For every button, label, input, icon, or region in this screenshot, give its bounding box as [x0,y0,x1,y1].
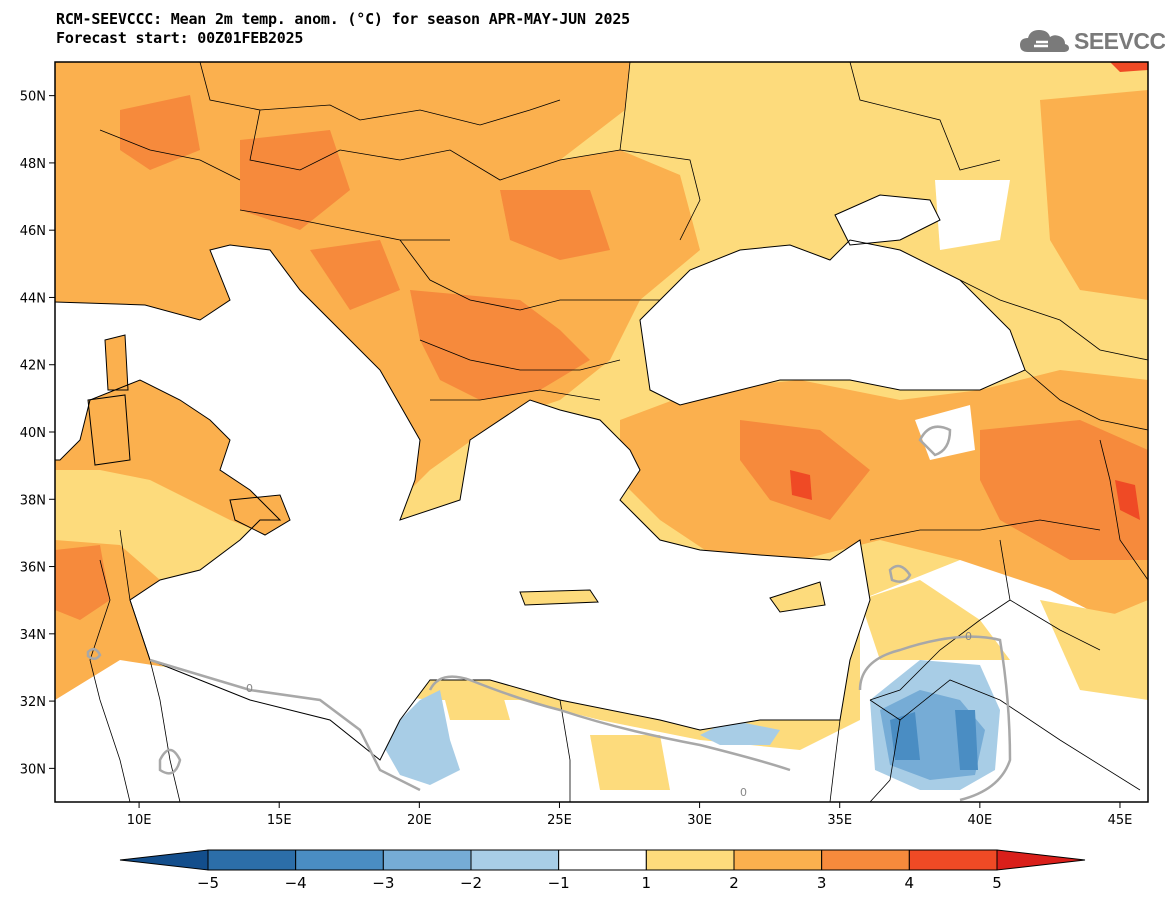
cyprus-island [770,582,825,612]
lon-tick-label: 40E [967,813,992,828]
lon-tick-label: 45E [1108,813,1133,828]
anatolia-anomaly-4-5 [790,470,812,500]
crete-island [520,590,598,605]
central-anatolia-anomaly-3-4 [740,420,870,520]
corsica-island [105,335,128,390]
colorbar-tick-label: 2 [729,874,739,892]
jordan-anomaly-neg3-west [890,712,920,760]
lat-tick-label: 30N [20,762,46,777]
colorbar-swatch [558,849,647,871]
colorbar-swatch [733,849,823,871]
zero-contours [86,425,1012,802]
title-line-2: Forecast start: 00Z01FEB2025 [56,29,304,47]
romania-anomaly-3-4 [500,190,610,260]
colorbar-swatch [207,849,297,871]
latitude-axis: 50N 48N 46N 44N 42N 40N 38N 36N 34N 32N 30N [20,90,55,777]
sardinia-island [88,395,130,465]
lat-tick-label: 48N [20,157,46,172]
lat-tick-label: 46N [20,224,46,239]
tunisia-anomaly-3-4 [55,545,110,620]
austria-anomaly-3-4 [240,130,350,230]
lat-tick-label: 42N [20,359,46,374]
colorbar-tick-label: 3 [817,874,827,892]
colorbar-tick-label: −5 [197,874,219,892]
croatia-anomaly-3-4 [310,240,400,310]
lon-tick-label: 30E [687,813,712,828]
mediterranean-sea [55,245,870,760]
colorbar-tick-label: 1 [642,874,652,892]
colorbar-swatch [908,849,998,871]
lat-tick-label: 34N [20,628,46,643]
title-line-1: RCM-SEEVCCC: Mean 2m temp. anom. (°C) fo… [56,10,630,28]
colorbar-swatch [295,849,384,871]
lon-tick-label: 35E [827,813,852,828]
cloud-icon [1020,30,1069,52]
lon-tick-label: 15E [267,813,292,828]
caspian-neutral-fill [935,180,1010,250]
longitude-axis: 10E 15E 20E 25E 30E 35E 40E 45E [127,802,1133,828]
black-sea [640,240,1025,405]
armenia-neutral-fill [915,405,975,460]
lat-tick-label: 38N [20,493,46,508]
colorbar-swatch [821,849,910,871]
map-title: RCM-SEEVCCC: Mean 2m temp. anom. (°C) fo… [56,10,630,48]
libya-anomaly-1-2 [440,680,510,720]
russia-anomaly-2-3 [1040,90,1148,300]
colorbar-tick-label: −2 [460,874,482,892]
azov-sea [835,195,940,245]
coastlines [55,194,1026,761]
colorbar-swatch [382,849,472,871]
contour-label: 0 [740,786,747,799]
lon-tick-label: 20E [407,813,432,828]
contour-label: 0 [965,630,972,643]
anomaly-field: 0 0 0 [55,62,1148,802]
lat-tick-label: 36N [20,561,46,576]
iraq-anomaly-1-2 [1040,600,1148,700]
colorbar: −5 −4 −3 −2 −1 1 2 3 4 5 [119,849,1086,892]
contour-labels: 0 0 0 [246,630,972,799]
colorbar-extend-low [119,849,209,871]
east-anatolia-anomaly-3-4 [980,420,1148,560]
colorbar-tick-label: 4 [905,874,915,892]
country-borders [89,62,1148,802]
lat-tick-label: 32N [20,695,46,710]
colorbar-tick-label: −1 [548,874,570,892]
lon-tick-label: 25E [547,813,572,828]
lat-tick-label: 50N [20,90,46,105]
colorbar-extend-high [996,849,1086,871]
egypt-anomaly-1-2 [590,735,670,790]
logo-text: SEEVCCC [1074,27,1165,54]
syria-anomaly-1-2 [860,580,1010,660]
seevccc-logo: SEEVCCC [1018,24,1165,58]
colorbar-tick-label: 5 [992,874,1002,892]
colorbar-tick-label: −3 [372,874,394,892]
lat-tick-label: 40N [20,426,46,441]
iran-anomaly-4-5 [1115,480,1140,520]
contour-label: 0 [246,682,253,695]
balkans-anomaly-3-4 [410,290,590,400]
jordan-anomaly-neg3-east [955,710,978,770]
libya-anomaly-neg1 [380,690,460,785]
colorbar-tick-label: −4 [285,874,307,892]
colorbar-swatch [645,849,735,871]
colorbar-swatch [470,849,560,871]
lon-tick-label: 10E [127,813,152,828]
alps-anomaly-3-4 [120,95,200,170]
lat-tick-label: 44N [20,291,46,306]
north-anomaly-4-5 [1110,62,1148,72]
